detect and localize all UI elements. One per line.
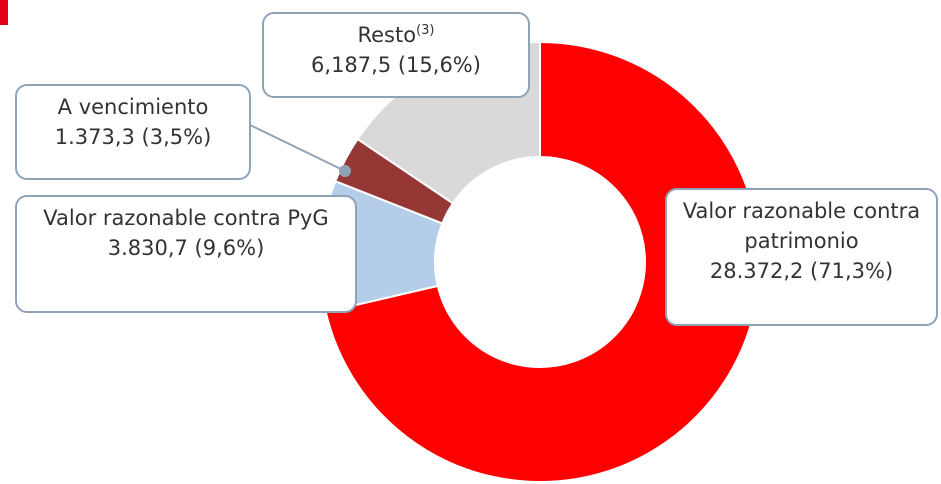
category-label: A vencimiento bbox=[57, 95, 209, 119]
callout: Valor razonable contra PyG 3.830,7 (9,6%) bbox=[15, 195, 357, 313]
category-label: Valor razonable contra PyG bbox=[43, 206, 329, 230]
category-label: Valor razonable contra patrimonio bbox=[682, 199, 921, 253]
leader-line bbox=[249, 124, 346, 172]
corner-accent bbox=[0, 0, 8, 25]
footnote: (3) bbox=[416, 23, 435, 38]
leader-dot bbox=[339, 165, 351, 177]
callout: Valor razonable contra patrimonio 28.372,… bbox=[665, 188, 938, 326]
value-label: 1.373,3 (3,5%) bbox=[54, 125, 212, 149]
value-label: 6,187,5 (15,6%) bbox=[311, 53, 481, 77]
callout: A vencimiento 1.373,3 (3,5%) bbox=[15, 84, 251, 180]
callout: Resto(3) 6,187,5 (15,6%) bbox=[262, 12, 530, 98]
value-label: 28.372,2 (71,3%) bbox=[709, 259, 894, 283]
category-label: Resto bbox=[357, 23, 417, 47]
value-label: 3.830,7 (9,6%) bbox=[107, 236, 265, 260]
